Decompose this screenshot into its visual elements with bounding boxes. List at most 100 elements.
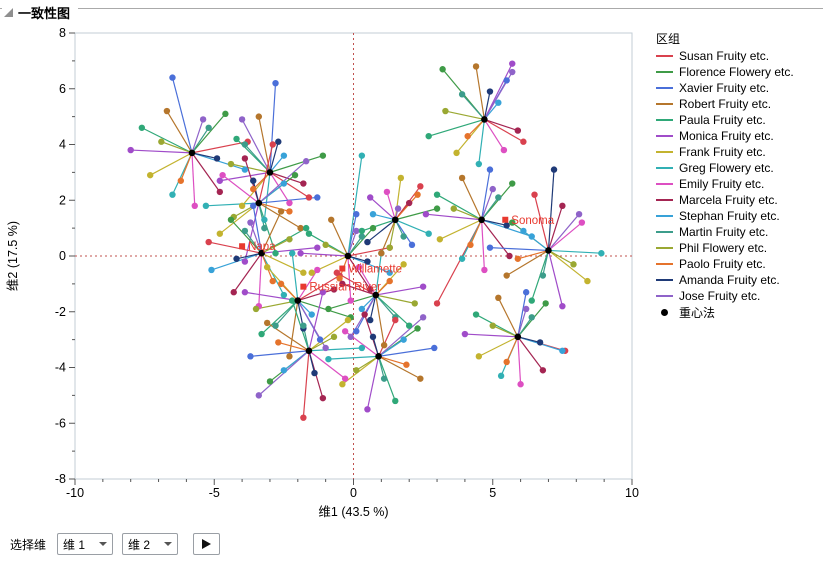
legend-item[interactable]: Amanda Fruity etc. — [656, 272, 794, 288]
rater-point[interactable] — [383, 188, 391, 196]
rater-point[interactable] — [238, 116, 246, 123]
rater-point[interactable] — [489, 185, 496, 193]
rater-point[interactable] — [311, 369, 318, 377]
rater-point[interactable] — [509, 219, 516, 226]
rater-point[interactable] — [297, 250, 304, 257]
rater-point[interactable] — [528, 297, 535, 304]
rater-point[interactable] — [230, 289, 237, 296]
rater-point[interactable] — [241, 166, 249, 173]
rater-point[interactable] — [247, 219, 254, 226]
rater-point[interactable] — [263, 263, 271, 271]
rater-point[interactable] — [250, 202, 257, 210]
legend-item[interactable]: Monica Fruity etc. — [656, 128, 794, 144]
rater-point[interactable] — [305, 194, 313, 201]
rater-point[interactable] — [241, 289, 249, 296]
rater-point[interactable] — [542, 300, 549, 307]
rater-point[interactable] — [353, 227, 360, 235]
legend-item[interactable]: Greg Flowery etc. — [656, 160, 794, 176]
rater-point[interactable] — [406, 199, 413, 207]
rater-point[interactable] — [367, 316, 374, 324]
rater-point[interactable] — [275, 339, 282, 346]
centroid-point[interactable] — [478, 216, 485, 224]
rater-point[interactable] — [158, 138, 165, 145]
rater-point[interactable] — [202, 202, 210, 210]
rater-point[interactable] — [289, 250, 296, 257]
dim1-select[interactable]: 维 1 — [57, 533, 114, 555]
rater-point[interactable] — [514, 127, 522, 134]
centroid-point[interactable] — [545, 247, 552, 254]
rater-point[interactable] — [272, 250, 279, 257]
rater-point[interactable] — [289, 297, 296, 304]
rater-point[interactable] — [205, 238, 212, 246]
rater-point[interactable] — [453, 149, 460, 157]
rater-point[interactable] — [322, 344, 329, 352]
rater-point[interactable] — [222, 110, 229, 118]
rater-point[interactable] — [286, 353, 293, 360]
rater-point[interactable] — [238, 202, 246, 210]
dim2-select[interactable]: 维 2 — [122, 533, 179, 555]
rater-point[interactable] — [414, 325, 421, 332]
rater-point[interactable] — [353, 328, 360, 335]
rater-point[interactable] — [308, 269, 315, 276]
rater-point[interactable] — [528, 314, 535, 321]
rater-point[interactable] — [439, 66, 446, 73]
rater-point[interactable] — [358, 233, 366, 240]
rater-point[interactable] — [364, 238, 371, 246]
rater-point[interactable] — [394, 205, 402, 212]
rater-point[interactable] — [520, 138, 527, 145]
rater-point[interactable] — [369, 333, 377, 341]
rater-point[interactable] — [411, 300, 418, 307]
rater-point[interactable] — [386, 277, 393, 285]
rater-point[interactable] — [536, 339, 544, 346]
rater-point[interactable] — [269, 277, 276, 285]
rater-point[interactable] — [419, 314, 427, 321]
rater-point[interactable] — [263, 319, 271, 327]
rater-point[interactable] — [261, 224, 268, 232]
rater-point[interactable] — [489, 322, 496, 329]
rater-point[interactable] — [559, 302, 566, 310]
rater-point[interactable] — [300, 180, 307, 187]
rater-point[interactable] — [146, 171, 154, 179]
product-marker[interactable] — [300, 283, 307, 290]
product-marker[interactable] — [502, 216, 509, 223]
rater-point[interactable] — [266, 378, 274, 385]
rater-point[interactable] — [486, 166, 494, 173]
legend-item[interactable]: Robert Fruity etc. — [656, 96, 794, 112]
rater-point[interactable] — [227, 160, 235, 168]
rater-point[interactable] — [302, 158, 310, 165]
rater-point[interactable] — [255, 113, 263, 120]
rater-point[interactable] — [509, 180, 516, 187]
legend-item-centroid[interactable]: 重心法 — [656, 304, 794, 320]
product-marker[interactable] — [239, 243, 246, 250]
rater-point[interactable] — [458, 255, 466, 262]
rater-point[interactable] — [559, 347, 566, 354]
rater-point[interactable] — [514, 255, 522, 262]
rater-point[interactable] — [241, 258, 249, 265]
rater-point[interactable] — [216, 177, 224, 184]
rater-point[interactable] — [319, 289, 327, 296]
centroid-point[interactable] — [258, 249, 265, 257]
centroid-point[interactable] — [266, 169, 274, 176]
rater-point[interactable] — [138, 124, 146, 131]
rater-point[interactable] — [531, 191, 538, 198]
rater-point[interactable] — [280, 152, 288, 159]
legend-item[interactable]: Xavier Fruity etc. — [656, 80, 794, 96]
rater-point[interactable] — [436, 236, 444, 243]
consensus-plot[interactable]: -10 -5 0 5 10 -8 -6 -4 -2 0 2 4 6 8 Napa Sonoma Willamet… — [0, 0, 660, 530]
rater-point[interactable] — [419, 283, 427, 290]
rater-point[interactable] — [486, 88, 494, 95]
product-marker[interactable] — [339, 265, 346, 272]
rater-point[interactable] — [358, 152, 366, 159]
rater-point[interactable] — [422, 210, 430, 218]
rater-point[interactable] — [280, 367, 288, 374]
legend-item[interactable]: Emily Fruity etc. — [656, 176, 794, 192]
centroid-point[interactable] — [372, 291, 380, 299]
rater-point[interactable] — [297, 224, 304, 232]
rater-point[interactable] — [400, 336, 407, 343]
rater-point[interactable] — [442, 107, 449, 115]
rater-point[interactable] — [247, 353, 254, 360]
rater-point[interactable] — [319, 394, 327, 402]
rater-point[interactable] — [353, 210, 360, 218]
rater-point[interactable] — [503, 358, 510, 366]
rater-point[interactable] — [300, 269, 307, 276]
